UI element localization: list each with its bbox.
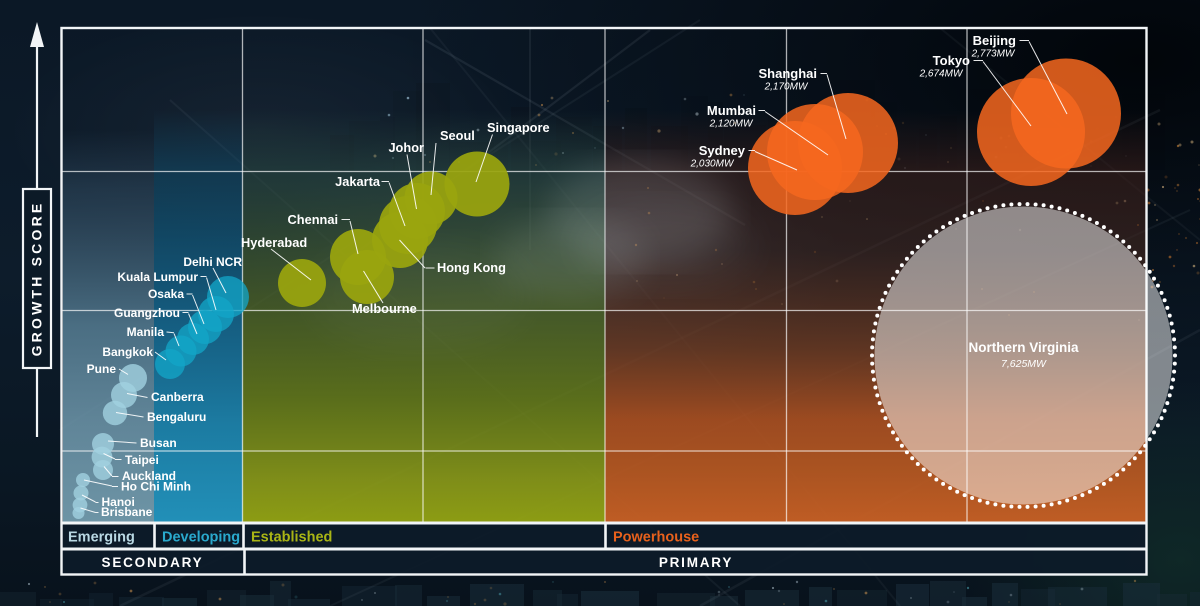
svg-text:Brisbane: Brisbane	[101, 505, 153, 519]
svg-text:Sydney: Sydney	[699, 143, 746, 158]
svg-text:2,030MW: 2,030MW	[690, 159, 735, 170]
svg-text:Taipei: Taipei	[125, 453, 159, 467]
svg-text:Developing: Developing	[162, 530, 240, 546]
svg-text:Kuala Lumpur: Kuala Lumpur	[117, 270, 198, 284]
svg-text:Ho Chi Minh: Ho Chi Minh	[121, 480, 191, 494]
svg-text:Shanghai: Shanghai	[758, 66, 817, 81]
svg-text:Powerhouse: Powerhouse	[613, 530, 699, 546]
svg-text:Established: Established	[251, 530, 332, 546]
svg-text:Johor: Johor	[388, 140, 424, 155]
svg-text:Manila: Manila	[127, 325, 165, 339]
svg-text:Hanoi: Hanoi	[102, 495, 135, 509]
svg-text:SECONDARY: SECONDARY	[102, 555, 204, 570]
svg-text:Chennai: Chennai	[288, 212, 338, 227]
svg-text:Hyderabad: Hyderabad	[241, 235, 307, 250]
svg-text:Jakarta: Jakarta	[335, 174, 381, 189]
svg-text:Singapore: Singapore	[487, 120, 550, 135]
svg-text:Guangzhou: Guangzhou	[114, 306, 180, 320]
svg-text:Hong Kong: Hong Kong	[437, 260, 506, 275]
svg-text:Seoul: Seoul	[440, 128, 475, 143]
svg-text:Osaka: Osaka	[148, 287, 184, 301]
svg-text:Pune: Pune	[87, 362, 117, 376]
svg-text:Canberra: Canberra	[151, 390, 204, 404]
svg-text:Emerging: Emerging	[68, 530, 135, 546]
svg-text:Melbourne: Melbourne	[352, 301, 417, 316]
svg-text:Tokyo: Tokyo	[933, 53, 970, 68]
svg-text:Bengaluru: Bengaluru	[147, 410, 206, 424]
svg-text:Beijing: Beijing	[973, 33, 1016, 48]
svg-text:Northern Virginia: Northern Virginia	[968, 340, 1079, 355]
svg-text:Mumbai: Mumbai	[707, 103, 756, 118]
svg-text:2,120MW: 2,120MW	[709, 119, 754, 130]
svg-text:2,773MW: 2,773MW	[971, 49, 1016, 60]
svg-text:GROWTH SCORE: GROWTH SCORE	[29, 201, 45, 357]
svg-text:Busan: Busan	[140, 436, 177, 450]
svg-text:2,674MW: 2,674MW	[919, 69, 964, 80]
svg-text:Auckland: Auckland	[122, 469, 176, 483]
svg-text:Bangkok: Bangkok	[102, 345, 153, 359]
svg-text:Delhi NCR: Delhi NCR	[183, 255, 242, 269]
svg-text:2,170MW: 2,170MW	[764, 82, 809, 93]
svg-text:PRIMARY: PRIMARY	[659, 555, 733, 570]
svg-text:7,625MW: 7,625MW	[1001, 358, 1047, 370]
